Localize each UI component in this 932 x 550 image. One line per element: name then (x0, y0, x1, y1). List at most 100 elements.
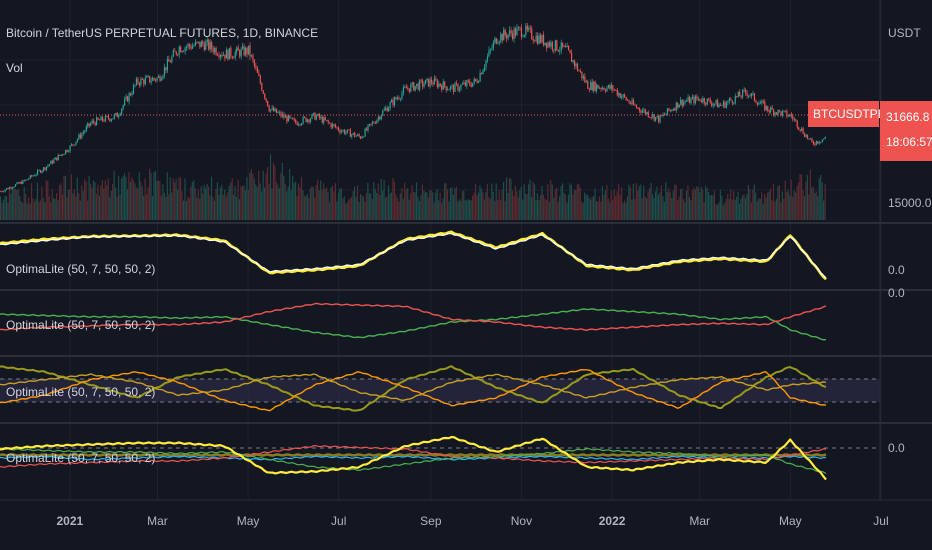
volume-bar-73 (107, 178, 109, 220)
candle-body-400 (590, 82, 592, 90)
volume-bar-241 (355, 196, 357, 220)
candle-body-507 (747, 95, 750, 97)
volume-bar-419 (618, 184, 620, 220)
volume-bar-213 (314, 197, 316, 220)
volume-bar-148 (218, 194, 220, 220)
candle-body-256 (377, 116, 379, 120)
volume-bar-22 (32, 198, 34, 220)
candle-body-192 (283, 114, 285, 118)
candle-body-386 (569, 50, 571, 54)
volume-bar-370 (545, 200, 547, 220)
candle-body-98 (144, 77, 146, 85)
time-label-2: May (237, 514, 260, 528)
volume-bar-114 (168, 194, 170, 220)
candle-body-149 (219, 54, 222, 58)
candle-body-428 (631, 100, 633, 105)
volume-bar-377 (556, 187, 558, 220)
candle-body-305 (450, 86, 452, 90)
volume-bar-283 (417, 196, 419, 220)
volume-bar-393 (579, 187, 581, 220)
volume-bar-138 (203, 184, 205, 220)
candle-body-78 (115, 113, 117, 115)
candle-body-502 (740, 96, 742, 98)
volume-bar-347 (511, 190, 514, 220)
candle-body-259 (382, 110, 384, 116)
volume-bar-390 (575, 189, 577, 220)
candle-body-45 (66, 150, 68, 152)
candle-body-19 (28, 178, 30, 180)
vol-label[interactable]: Vol (6, 61, 23, 75)
volume-bar-366 (539, 195, 542, 220)
volume-bar-525 (774, 201, 776, 220)
candle-body-41 (60, 154, 62, 156)
candle-body-537 (792, 116, 794, 120)
volume-bar-109 (160, 195, 162, 220)
volume-bar-387 (570, 184, 573, 220)
time-axis[interactable]: 2021 Mar May Jul Sep Nov 2022 Mar May Jul (56, 514, 888, 528)
candle-body-344 (507, 34, 509, 39)
indicator-label-4[interactable]: OptimaLite (50, 7, 50, 50, 2) (6, 451, 155, 465)
candle-body-49 (72, 144, 74, 146)
volume-bar-204 (300, 177, 303, 220)
volume-bar-252 (371, 198, 373, 220)
candle-body-355 (523, 34, 525, 37)
volume-bar-352 (519, 190, 521, 220)
volume-bar-3 (4, 195, 6, 220)
candle-body-312 (460, 84, 462, 89)
volume-bar-326 (480, 188, 483, 220)
volume-bar-531 (783, 198, 785, 220)
candle-body-335 (494, 38, 496, 43)
volume-bar-55 (81, 185, 83, 220)
candle-body-346 (510, 30, 512, 34)
candle-body-517 (762, 100, 764, 102)
volume-bar-465 (685, 190, 688, 220)
volume-bar-113 (166, 172, 168, 220)
volume-bar-372 (548, 202, 550, 220)
volume-bar-433 (638, 185, 640, 220)
candle-body-496 (731, 100, 733, 104)
volume-bar-497 (733, 191, 735, 220)
candle-body-112 (165, 67, 167, 71)
indicator-label-2[interactable]: OptimaLite (50, 7, 50, 50, 2) (6, 318, 155, 332)
candle-body-172 (253, 60, 256, 66)
candle-body-272 (401, 93, 403, 99)
volume-bar-535 (789, 195, 791, 220)
volume-bar-486 (716, 205, 719, 220)
volume-bar-299 (441, 203, 443, 220)
candle-body-138 (203, 44, 205, 50)
candle-body-343 (506, 35, 508, 39)
candle-body-95 (140, 78, 142, 86)
volume-bar-70 (103, 188, 105, 220)
candle-body-406 (598, 87, 601, 89)
volume-bar-42 (61, 194, 64, 220)
volume-bar-89 (131, 177, 133, 220)
candle-body-213 (314, 112, 316, 120)
volume-bar-357 (526, 193, 528, 220)
volume-bar-303 (446, 189, 449, 220)
volume-bar-217 (320, 180, 322, 220)
volume-bar-1 (1, 202, 3, 220)
indicator-label-1[interactable]: OptimaLite (50, 7, 50, 50, 2) (6, 262, 155, 276)
candle-body-80 (118, 115, 120, 118)
candle-body-538 (793, 119, 795, 121)
volume-bar-10 (14, 188, 16, 220)
symbol-title[interactable]: Bitcoin / TetherUS PERPETUAL FUTURES, 1D… (6, 26, 318, 40)
candle-body-68 (100, 116, 102, 121)
candle-body-464 (684, 101, 686, 103)
volume-bar-164 (241, 185, 244, 220)
volume-bar-505 (744, 198, 747, 220)
indicator-label-3[interactable]: OptimaLite (50, 7, 50, 50, 2) (6, 385, 155, 399)
volume-bar-281 (414, 192, 416, 220)
volume-bar-96 (141, 186, 143, 220)
volume-bar-242 (356, 185, 359, 220)
candle-body-141 (208, 39, 210, 50)
volume-bar-103 (151, 196, 154, 220)
volume-bar-156 (230, 182, 232, 220)
candle-body-22 (32, 175, 34, 177)
candle-body-520 (767, 106, 769, 111)
candle-body-77 (113, 114, 115, 119)
candle-body-178 (262, 90, 264, 94)
volume-bar-515 (759, 198, 761, 220)
candle-body-194 (286, 116, 288, 122)
